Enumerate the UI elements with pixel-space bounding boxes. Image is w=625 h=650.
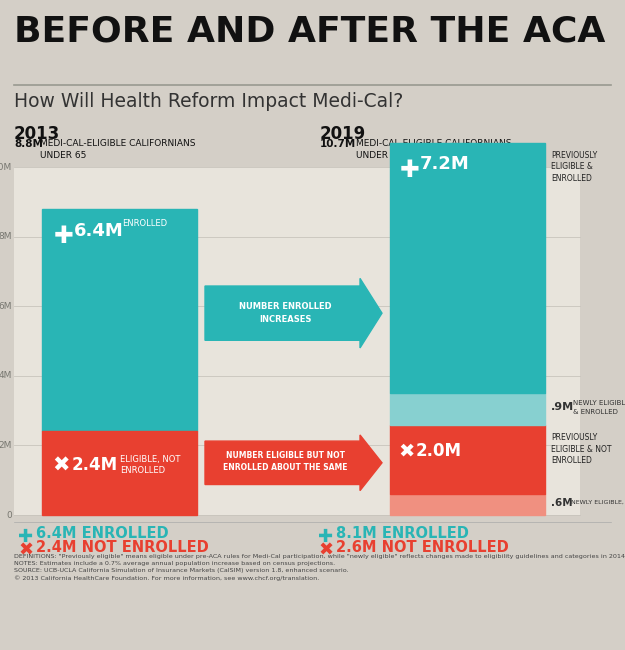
Text: NEWLY ELIGIBLE: NEWLY ELIGIBLE: [573, 400, 625, 406]
Text: PREVIOUSLY
ELIGIBLE &
ENROLLED: PREVIOUSLY ELIGIBLE & ENROLLED: [551, 151, 598, 183]
Text: 4M: 4M: [0, 371, 12, 380]
Text: ENROLLED ABOUT THE SAME: ENROLLED ABOUT THE SAME: [223, 463, 348, 473]
Text: 7.2M: 7.2M: [420, 155, 470, 173]
Text: 6M: 6M: [0, 302, 12, 311]
Text: How Will Health Reform Impact Medi-Cal?: How Will Health Reform Impact Medi-Cal?: [14, 92, 403, 111]
Text: 2013: 2013: [14, 125, 60, 143]
Text: 8.1M ENROLLED: 8.1M ENROLLED: [336, 526, 469, 541]
Text: 2.0M: 2.0M: [416, 442, 462, 460]
Text: ✚: ✚: [318, 528, 333, 546]
FancyArrow shape: [205, 435, 382, 491]
Text: 8.8M: 8.8M: [14, 139, 43, 149]
Text: ENROLLED: ENROLLED: [120, 466, 165, 474]
Text: NUMBER ENROLLED: NUMBER ENROLLED: [239, 302, 332, 311]
Bar: [390, 142, 545, 393]
Text: DEFINITIONS: "Previously eligible" means eligible under pre-ACA rules for Medi-C: DEFINITIONS: "Previously eligible" means…: [14, 554, 625, 581]
Bar: [390, 393, 545, 424]
Text: & ENROLLED: & ENROLLED: [573, 409, 618, 415]
Text: 6.4M: 6.4M: [74, 222, 124, 240]
Text: ✖: ✖: [398, 442, 414, 461]
Text: ✖: ✖: [52, 455, 69, 475]
Text: ✚: ✚: [54, 224, 74, 248]
Text: 10M: 10M: [0, 162, 12, 172]
Text: ✖: ✖: [318, 542, 333, 560]
Text: .9M: .9M: [551, 402, 574, 412]
Text: ENROLLED: ENROLLED: [122, 219, 167, 227]
Bar: [390, 494, 545, 515]
Text: 2.4M: 2.4M: [72, 456, 118, 474]
Text: MEDI-CAL-ELIGIBLE CALIFORNIANS
UNDER 65: MEDI-CAL-ELIGIBLE CALIFORNIANS UNDER 65: [356, 139, 511, 160]
Text: ✚: ✚: [400, 158, 420, 181]
Text: ✚: ✚: [18, 528, 33, 546]
Bar: [14, 167, 580, 515]
Text: 2.6M NOT ENROLLED: 2.6M NOT ENROLLED: [336, 540, 509, 555]
Bar: [42, 432, 197, 515]
Text: NUMBER ELIGIBLE BUT NOT: NUMBER ELIGIBLE BUT NOT: [226, 451, 345, 460]
Text: 10.7M: 10.7M: [320, 139, 356, 149]
Bar: [42, 209, 197, 432]
Text: ELIGIBLE, NOT: ELIGIBLE, NOT: [120, 455, 181, 463]
Text: 2M: 2M: [0, 441, 12, 450]
Text: 2019: 2019: [320, 125, 366, 143]
Text: ✖: ✖: [18, 542, 33, 560]
Text: NEWLY ELIGIBLE, NOT ENROLLED: NEWLY ELIGIBLE, NOT ENROLLED: [571, 500, 625, 505]
Text: 0: 0: [6, 510, 12, 519]
Text: 8M: 8M: [0, 232, 12, 241]
FancyArrow shape: [205, 278, 382, 348]
Text: .6M: .6M: [551, 497, 572, 508]
Text: 2.4M NOT ENROLLED: 2.4M NOT ENROLLED: [36, 540, 209, 555]
Text: BEFORE AND AFTER THE ACA: BEFORE AND AFTER THE ACA: [14, 15, 606, 49]
Text: PREVIOUSLY
ELIGIBLE & NOT
ENROLLED: PREVIOUSLY ELIGIBLE & NOT ENROLLED: [551, 434, 611, 465]
Text: 6.4M ENROLLED: 6.4M ENROLLED: [36, 526, 169, 541]
Bar: [390, 424, 545, 494]
Text: INCREASES: INCREASES: [259, 315, 312, 324]
Text: MEDI-CAL-ELIGIBLE CALIFORNIANS
UNDER 65: MEDI-CAL-ELIGIBLE CALIFORNIANS UNDER 65: [40, 139, 196, 160]
